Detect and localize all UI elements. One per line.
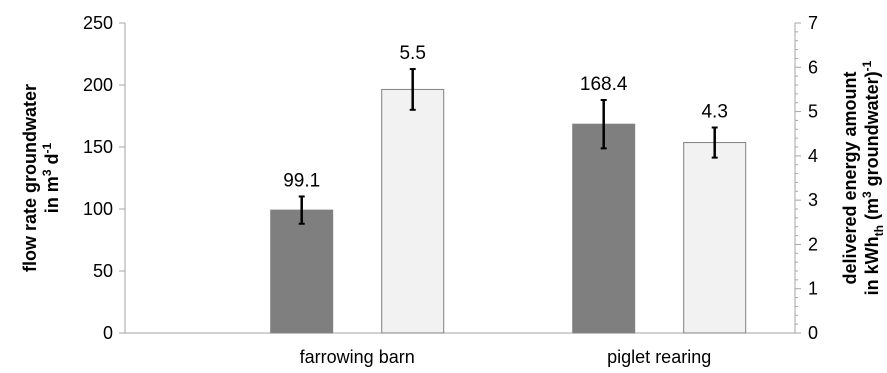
data-label: 99.1 [283, 170, 320, 191]
left-axis-title-line2: in m3 d-1 [40, 142, 62, 213]
left-tick-label: 100 [83, 199, 113, 219]
right-tick-label: 4 [808, 146, 818, 166]
right-tick-label: 1 [808, 279, 818, 299]
bar [270, 209, 334, 334]
left-tick-label: 200 [83, 75, 113, 95]
left-tick-label: 150 [83, 137, 113, 157]
x-tick-label-group: farrowing barn piglet rearing [300, 347, 712, 367]
bar [683, 142, 747, 334]
right-axis-title: delivered energy amount in kWhth (m3 gro… [840, 60, 886, 295]
left-tick-label: 50 [93, 261, 113, 281]
left-axis-title-line1: flow rate groundwater [20, 84, 40, 272]
bar-group: 99.1 5.5 168.4 4.3 [270, 43, 747, 334]
right-tick-label: 3 [808, 190, 818, 210]
right-tick-label: 6 [808, 57, 818, 77]
right-tick-label: 7 [808, 13, 818, 33]
data-label: 5.5 [399, 43, 425, 64]
left-tick-group: 0 50 100 150 200 250 [83, 13, 125, 343]
x-tick-label: farrowing barn [300, 347, 415, 367]
data-label: 4.3 [701, 102, 727, 123]
left-tick-label: 0 [103, 323, 113, 343]
right-tick-label: 5 [808, 102, 818, 122]
right-tick-label: 0 [808, 323, 818, 343]
left-tick-label: 250 [83, 13, 113, 33]
bar [381, 88, 445, 334]
bar [572, 123, 636, 334]
right-axis-title-line2: in kWhth (m3 groundwater)-1 [860, 60, 886, 295]
right-tick-group: 0 1 2 3 4 5 6 7 [795, 13, 818, 343]
right-tick-label: 2 [808, 234, 818, 254]
right-axis-title-line1: delivered energy amount [840, 71, 860, 284]
x-tick-label: piglet rearing [607, 347, 711, 367]
left-axis-title: flow rate groundwater in m3 d-1 [20, 84, 62, 272]
data-label: 168.4 [580, 74, 628, 95]
